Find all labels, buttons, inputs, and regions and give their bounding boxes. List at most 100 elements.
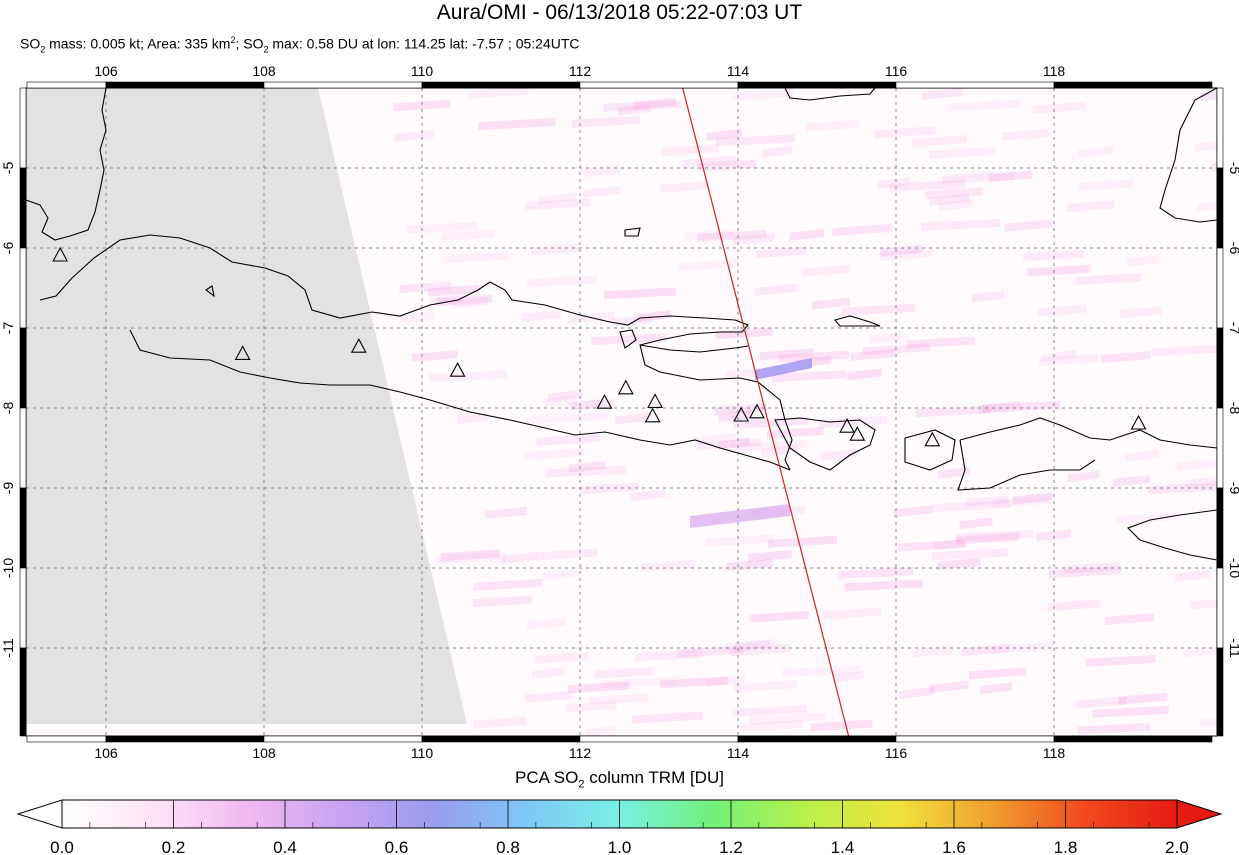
so2-pixel (1152, 344, 1217, 357)
so2-pixel (678, 259, 738, 272)
coastlines (26, 88, 1217, 561)
so2-pixel (1037, 304, 1087, 317)
coast-lombok (904, 429, 956, 471)
so2-pixel (468, 88, 530, 99)
so2-pixel (641, 559, 695, 572)
so2-pixel (1197, 201, 1217, 212)
so2-pixel (988, 170, 1033, 183)
chart-subtitle: SO2 mass: 0.005 kt; Area: 335 km2; SO2 m… (20, 35, 580, 54)
max-text: max: 0.58 DU at lon: 114.25 lat: -7.57 ;… (268, 35, 580, 52)
so2-pixel (393, 99, 451, 112)
so2-pixel (1047, 599, 1101, 612)
so2-pixel (635, 649, 703, 662)
so2-pixel (961, 644, 1010, 657)
so2-pixel (706, 675, 745, 688)
border-segment-right (1216, 247, 1224, 329)
volcano-marker (234, 345, 251, 360)
so2-pixel (789, 229, 825, 242)
so2-pixel (600, 676, 678, 689)
colorbar-tick-label: 0.4 (273, 838, 297, 855)
so2-pixel (428, 370, 507, 383)
x-tick-label: 116 (885, 63, 908, 79)
so2-pixel (591, 333, 667, 346)
so2-pixel (536, 548, 598, 561)
x-tick-label: 112 (569, 63, 592, 79)
so2-pixel (1124, 449, 1159, 462)
so2-pixel (937, 466, 971, 479)
so2-pixel (734, 416, 809, 429)
so2-pixel (1013, 492, 1053, 505)
coast-karimunjawa (624, 227, 641, 237)
border-segment-bottom (1053, 735, 1213, 743)
so2-pixel (922, 88, 963, 100)
so2-pixel (761, 444, 798, 457)
so2-pixel (992, 495, 1051, 508)
so2-pixel (473, 595, 532, 608)
border-segment-top (26, 81, 107, 89)
so2-pixel (617, 103, 651, 116)
so2-pixel (869, 331, 904, 344)
so2-pixel (1077, 722, 1150, 735)
max-sub: 2 (263, 44, 269, 55)
so2-pixel (803, 264, 851, 277)
so2-pixel (837, 567, 914, 580)
so2-pixel (850, 348, 895, 361)
colorbar: 0.0 0.2 0.4 0.6 0.8 1.0 1.2 1.4 1.6 1.8 2.0 (16, 799, 1223, 855)
coast-small-island-2 (619, 329, 637, 349)
so2-pixel (897, 539, 967, 552)
colorbar-tick-label: 0.2 (162, 838, 186, 855)
volcano-marker (617, 379, 634, 395)
so2-pixel (759, 348, 814, 361)
so2-pixel (733, 680, 797, 693)
so2-pixel (1119, 306, 1162, 319)
so2-pixel (946, 99, 1022, 112)
colorbar-tick-labels: 0.0 0.2 0.4 0.6 0.8 1.0 1.2 1.4 1.6 1.8 2.0 (50, 838, 1189, 855)
coast-kalimantan (784, 88, 876, 101)
border-segment-bottom (105, 735, 265, 743)
so2-pixel (1078, 179, 1134, 192)
so2-pixel (547, 465, 627, 478)
y-tick-label: -7 (0, 322, 16, 335)
so2-pixel (1118, 692, 1168, 705)
coast-sumatra (26, 88, 107, 241)
no-data-region (26, 88, 467, 724)
so2-pixel (810, 719, 873, 732)
mass-sub: 2 (40, 44, 46, 55)
so2-pixel (1075, 273, 1141, 286)
so2-pixel (585, 725, 616, 736)
so2-pixel (715, 327, 773, 340)
colorbar-right-arrow (1176, 799, 1223, 829)
so2-pixel (528, 412, 608, 425)
so2-pixel (844, 579, 923, 592)
so2-pixel (660, 676, 728, 689)
y-tick-label: -10 (0, 558, 16, 578)
border-segment-right (1216, 567, 1224, 649)
so2-pixel (543, 395, 577, 408)
y-tick-label: -7 (1227, 322, 1239, 335)
so2-pixel (937, 557, 981, 570)
coast-madura (639, 344, 749, 353)
colorbar-tick-label: 0.0 (50, 838, 74, 855)
x-tick-label: 106 (94, 63, 118, 79)
mass-label: SO (20, 35, 41, 52)
y-tick-labels-left: -5 -6 -7 -8 -9 -10 -11 (0, 162, 16, 658)
so2-pixel (594, 666, 655, 679)
volcano-marker (733, 406, 750, 422)
border-segment-top (895, 81, 1055, 89)
so2-pixel (690, 504, 790, 528)
so2-pixel (524, 447, 585, 460)
so2-pixel (822, 607, 882, 620)
so2-pixel (766, 426, 824, 439)
so2-pixel (1027, 264, 1091, 277)
so2-pixel (982, 400, 1061, 413)
so2-pixel (542, 568, 578, 581)
so2-pixel (841, 303, 915, 316)
so2-pixel (706, 128, 743, 141)
so2-pixel (705, 534, 775, 547)
area-sup: 2 (230, 35, 236, 45)
so2-pixel (676, 645, 744, 658)
so2-pixel (767, 535, 838, 548)
border-segment-top (1053, 81, 1213, 89)
so2-pixel (536, 433, 601, 446)
so2-pixel (443, 251, 509, 264)
